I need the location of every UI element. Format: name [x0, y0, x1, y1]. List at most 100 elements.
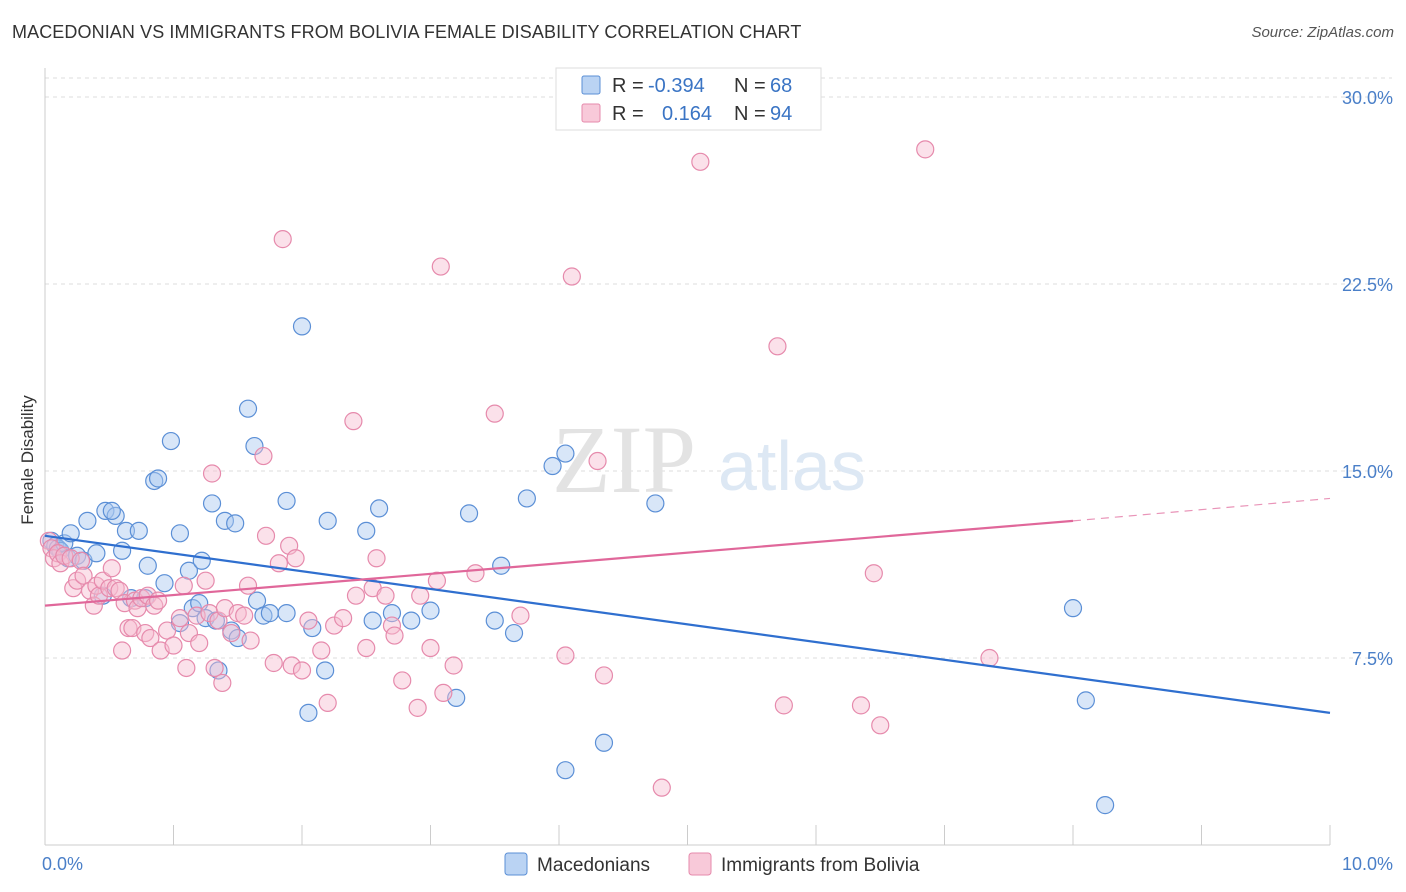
data-point: [170, 609, 190, 628]
data-point: [344, 412, 363, 431]
data-point: [141, 628, 160, 648]
x-tick-label: 0.0%: [42, 854, 83, 874]
data-point: [174, 576, 193, 595]
data-point: [562, 267, 581, 286]
data-point: [112, 641, 132, 660]
data-point: [256, 526, 276, 545]
x-tick-label: 10.0%: [1342, 854, 1393, 874]
data-point: [161, 431, 181, 451]
chart-title: MACEDONIAN VS IMMIGRANTS FROM BOLIVIA FE…: [12, 22, 802, 42]
data-point: [235, 606, 254, 625]
data-point: [367, 549, 386, 568]
legend-r-label-blue: R =: [612, 75, 644, 97]
data-point: [87, 544, 106, 563]
data-point: [241, 631, 260, 650]
data-point: [864, 564, 883, 583]
watermark-zip: ZIP: [552, 406, 696, 513]
data-point: [222, 623, 241, 643]
data-point: [334, 609, 353, 628]
data-point: [247, 591, 267, 610]
data-point: [148, 591, 168, 610]
data-point: [504, 623, 524, 643]
legend-n-value-pink: 94: [770, 103, 792, 125]
data-point: [517, 489, 536, 508]
data-point: [594, 733, 614, 752]
data-point: [492, 556, 511, 575]
data-point: [226, 514, 245, 533]
data-point: [774, 696, 793, 715]
legend-swatch-blue: [581, 75, 601, 95]
data-point: [260, 604, 279, 623]
data-point: [102, 501, 121, 520]
data-point: [1063, 599, 1083, 618]
data-point: [357, 638, 376, 658]
watermark-atlas: atlas: [718, 427, 866, 505]
data-point: [363, 611, 382, 630]
data-point: [411, 586, 430, 605]
data-point: [980, 648, 999, 668]
data-point: [357, 521, 376, 540]
data-point: [129, 521, 148, 540]
data-point: [61, 524, 80, 543]
data-point: [768, 337, 787, 356]
data-point: [78, 511, 97, 530]
data-point: [318, 693, 337, 712]
watermark: ZIP atlas: [552, 406, 866, 513]
data-point: [148, 469, 168, 488]
data-point: [402, 611, 421, 630]
data-point: [421, 601, 440, 620]
data-point: [459, 504, 479, 523]
data-point: [202, 494, 222, 513]
data-point: [385, 626, 404, 645]
data-point: [871, 716, 890, 735]
tick-labels: 7.5% 15.0% 22.5% 30.0% 0.0% 10.0%: [42, 88, 1393, 874]
data-point: [431, 257, 450, 276]
data-point: [316, 661, 335, 680]
data-point: [205, 658, 224, 678]
data-point: [382, 604, 402, 623]
data-point: [164, 636, 183, 655]
series-legend: Macedonians Immigrants from Bolivia: [504, 852, 920, 876]
data-point: [196, 571, 215, 590]
y-tick-label: 15.0%: [1342, 462, 1393, 482]
series-macedonians: [42, 317, 1115, 815]
data-point: [485, 404, 504, 423]
data-point: [286, 549, 305, 568]
data-point: [556, 444, 575, 463]
data-point: [238, 576, 258, 595]
data-point: [102, 559, 121, 578]
data-point: [588, 451, 607, 471]
data-point: [192, 551, 211, 570]
data-point: [691, 152, 710, 171]
bottom-legend-label-bolivia: Immigrants from Bolivia: [721, 855, 920, 876]
data-point: [119, 618, 138, 638]
data-point: [444, 656, 463, 675]
data-point: [245, 436, 264, 456]
data-point: [116, 521, 136, 540]
data-point: [1096, 796, 1115, 815]
data-point: [157, 621, 177, 640]
data-point: [282, 656, 301, 675]
data-point: [213, 673, 232, 693]
trend-line-bolivia: [44, 519, 1074, 607]
trend-lines: [44, 497, 1331, 714]
legend-r-value-blue: -0.394: [648, 75, 705, 97]
data-point: [74, 566, 93, 585]
data-point: [1076, 691, 1095, 710]
data-point: [299, 611, 318, 630]
data-point: [851, 696, 871, 715]
bottom-legend-swatch-bolivia: [688, 852, 712, 876]
data-point: [177, 658, 196, 678]
y-tick-label: 7.5%: [1352, 649, 1393, 669]
gridlines: [45, 77, 1392, 659]
legend-r-label-pink: R =: [612, 103, 644, 125]
data-point: [652, 778, 671, 797]
data-point: [71, 551, 91, 570]
data-point: [277, 491, 296, 511]
data-point: [556, 646, 575, 665]
data-point: [238, 399, 258, 418]
data-point: [556, 761, 575, 780]
data-point: [202, 464, 222, 483]
data-point: [318, 511, 337, 530]
data-point: [312, 641, 331, 660]
